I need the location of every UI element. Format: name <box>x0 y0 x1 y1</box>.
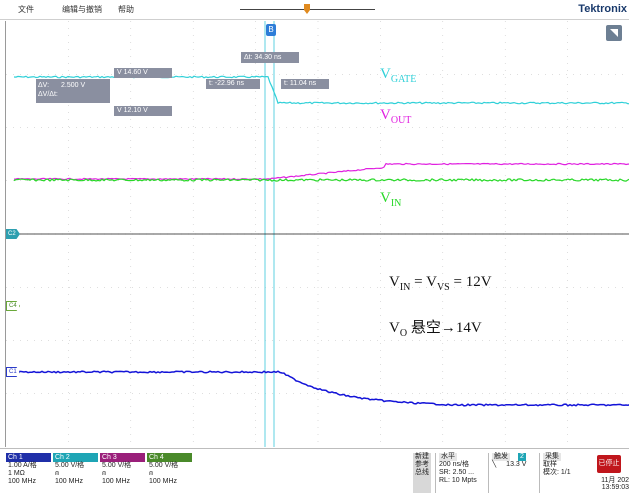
ch1-marker[interactable]: C1 <box>6 367 20 377</box>
horizontal-scale: 200 ns/格 <box>439 461 469 468</box>
output-floating-note: VO 悬空→14V <box>389 320 482 339</box>
delta-v-value: 2.500 V <box>60 82 86 89</box>
date-time: 11月 202 13:59:03 <box>601 477 629 491</box>
ch3-settings[interactable]: Ch 3 5.00 V/格 ⍝ 100 MHz <box>100 453 145 495</box>
trigger-panel[interactable]: 触发 2 ╲ 13.3 V <box>488 453 536 493</box>
trigger-channel-badge: 2 <box>517 453 526 461</box>
menu-bar: 文件 编辑与撤销 帮助 Tektronix <box>0 0 629 20</box>
ch2-marker[interactable]: C2 <box>6 229 20 239</box>
menu-file[interactable]: 文件 <box>18 5 34 14</box>
trigger-position-icon[interactable] <box>303 4 311 14</box>
vgate-label: VGATE <box>380 66 417 85</box>
tektronix-logo: Tektronix <box>578 3 627 15</box>
delta-t-readout: Δt: 34.30 ns <box>241 52 299 63</box>
ch2-bandwidth: 100 MHz <box>55 478 84 485</box>
ch3-bandwidth: 100 MHz <box>102 478 131 485</box>
ch4-scale: 5.00 V/格 <box>149 462 179 469</box>
trigger-title: 触发 <box>492 453 510 461</box>
cursor-v2-readout: V 12.10 V <box>114 106 172 116</box>
vout-label: VOUT <box>380 107 412 126</box>
acq-title: 采集 <box>543 453 561 461</box>
ch4-marker[interactable]: C4 <box>6 301 20 311</box>
delta-v-readout: ΔV: 2.500 V ΔV/Δt: <box>36 79 110 103</box>
horizontal-title: 水平 <box>439 453 457 461</box>
ch2-settings[interactable]: Ch 2 5.00 V/格 ⍝ 100 MHz <box>53 453 98 495</box>
trigger-level: 13.3 V <box>506 461 527 468</box>
date-text: 11月 202 <box>601 477 629 484</box>
acq-mode: 取样 <box>543 461 557 468</box>
cursor-b-badge[interactable]: B <box>266 24 276 36</box>
vout-trace <box>13 162 629 181</box>
horizontal-record-length: RL: 10 Mpts <box>439 477 477 484</box>
ch1-scale: 1.00 A/格 <box>8 462 37 469</box>
ch2-scale: 5.00 V/格 <box>55 462 85 469</box>
ch1-coupling: 1 MΩ <box>8 470 25 477</box>
acq-count: 模次: 1/1 <box>543 469 571 476</box>
cursor-t1-readout: t: -22.96 ns <box>206 79 260 89</box>
acquisition-panel[interactable]: 采集 取样 模次: 1/1 <box>539 453 583 493</box>
run-stop-button[interactable]: 已停止 <box>597 455 621 473</box>
vin-trace <box>13 178 629 182</box>
ch1-header: Ch 1 <box>6 453 51 462</box>
ch1-settings[interactable]: Ch 1 1.00 A/格 1 MΩ 100 MHz <box>6 453 51 495</box>
dv-dt-label: ΔV/Δt: <box>38 91 58 98</box>
status-bar: Ch 1 1.00 A/格 1 MΩ 100 MHz Ch 2 5.00 V/格… <box>0 448 629 495</box>
ch4-header: Ch 4 <box>147 453 192 462</box>
menu-edit-undo[interactable]: 编辑与撤销 <box>62 5 102 14</box>
cursor-v1-readout: V 14.60 V <box>114 68 172 78</box>
ch3-header: Ch 3 <box>100 453 145 462</box>
ch4-bandwidth: 100 MHz <box>149 478 178 485</box>
ch1-current-trace <box>13 370 629 407</box>
ch2-bw-icon: ⍝ <box>55 470 60 477</box>
ch4-settings[interactable]: Ch 4 5.00 V/格 ⍝ 100 MHz <box>147 453 192 495</box>
horizontal-sample-rate: SR: 2.50 ... <box>439 469 475 476</box>
waveform-plot[interactable]: B Δt: 34.30 ns ΔV: 2.500 V ΔV/Δt: V 14.6… <box>5 21 629 447</box>
vin-label: VIN <box>380 190 402 209</box>
ch3-scale: 5.00 V/格 <box>102 462 132 469</box>
menu-help[interactable]: 帮助 <box>118 5 134 14</box>
time-text: 13:59:03 <box>601 484 629 491</box>
ch3-bw-icon: ⍝ <box>102 470 107 477</box>
supply-equation: VIN = VVS = 12V <box>389 274 492 293</box>
ch4-bw-icon: ⍝ <box>149 470 154 477</box>
ch1-bandwidth: 100 MHz <box>8 478 37 485</box>
cursor-t2-readout: t: 11.04 ns <box>281 79 329 89</box>
horizontal-panel[interactable]: 水平 200 ns/格 SR: 2.50 ... RL: 10 Mpts <box>435 453 485 493</box>
ch2-header: Ch 2 <box>53 453 98 462</box>
trigger-slope-icon: ╲ <box>492 461 497 468</box>
add-new-button[interactable]: 新建 参考 总线 <box>413 453 431 493</box>
screen-menu-icon[interactable] <box>606 25 622 41</box>
delta-v-label: ΔV: <box>38 82 50 89</box>
